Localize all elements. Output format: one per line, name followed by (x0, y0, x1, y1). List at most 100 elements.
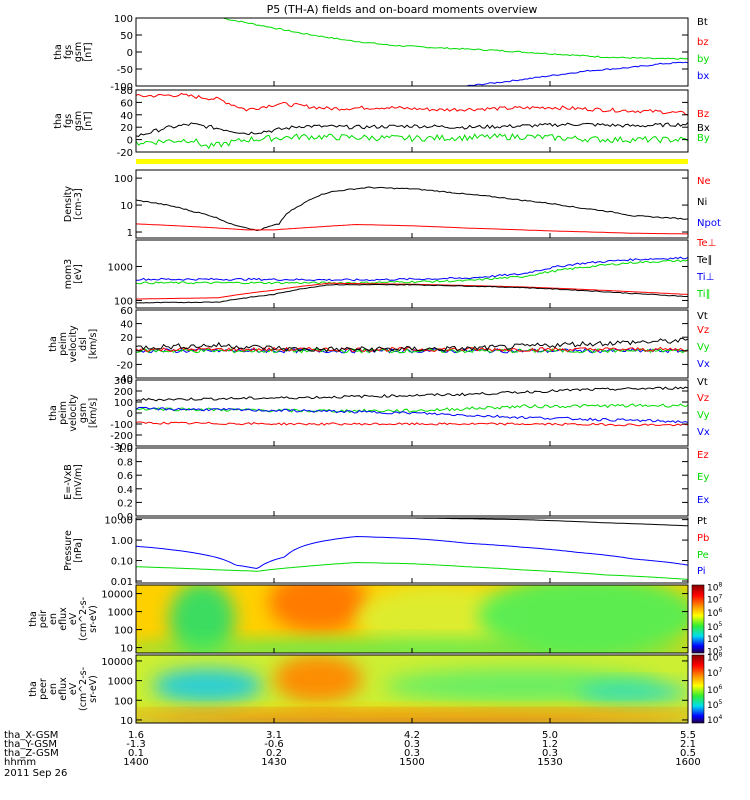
x-row-label: tha_Z-GSM (4, 748, 59, 759)
y-tick-label: 60 (120, 306, 133, 317)
legend-Vt: Vt (697, 377, 708, 388)
heatmap-region (136, 705, 688, 714)
y-tick-label: 20 (120, 123, 133, 134)
legend-Pe: Pe (697, 550, 709, 561)
y-axis-label: thafgsgsm[nT] (53, 111, 94, 131)
legend-Pt: Pt (697, 516, 707, 527)
colorbar-tick-label: 104 (707, 714, 722, 726)
y-tick-label: 10.00 (104, 516, 133, 527)
heatmap-region (577, 682, 688, 703)
heatmap-region (356, 585, 523, 653)
x-row-value: 1430 (261, 757, 286, 768)
y-axis-label: thapeimvelocitygsm[km/s] (48, 394, 99, 432)
legend-by: by (697, 54, 709, 65)
legend-By: By (697, 133, 710, 144)
x-row-value: 4.2 (404, 730, 420, 741)
x-row-value: -1.3 (126, 739, 146, 750)
x-row-value: 1.6 (128, 730, 144, 741)
y-tick-label: -100 (110, 420, 133, 431)
x-row-value: 0.3 (404, 748, 420, 759)
legend-Ex: Ex (697, 495, 709, 506)
series-Pi (136, 535, 688, 570)
panel-frame (135, 447, 689, 517)
y-tick-label: 50 (120, 31, 133, 42)
legend-Vt: Vt (697, 311, 708, 322)
figure-title: P5 (TH-A) fields and on-board moments ov… (267, 3, 538, 16)
heatmap-region (152, 668, 263, 703)
x-row-value: 1.2 (542, 739, 558, 750)
x-row-value: 3.1 (266, 730, 282, 741)
x-row-value: 5.0 (542, 730, 558, 741)
panel-9: 10810710610510410310000100010010thapeire… (28, 581, 722, 657)
y-tick-label: 0.2 (117, 498, 133, 509)
y-tick-label: -50 (117, 65, 133, 76)
x-row-value: 1530 (537, 757, 562, 768)
y-tick-label: 0.8 (117, 458, 133, 469)
colorbar-tick-label: 108 (707, 651, 722, 663)
x-row-label: hhmm (4, 757, 36, 768)
series-Bz (136, 92, 688, 116)
series-Vx (136, 406, 688, 424)
y-tick-label: -20 (117, 360, 133, 371)
y-axis-label: thapeerenefluxeV(cm^2-s-sr-eV) (28, 667, 99, 711)
y-axis-label: thapeirenefluxeV(cm^2-s-sr-eV) (28, 597, 99, 641)
colorbar-tick-label: 106 (707, 607, 722, 619)
legend-Vx: Vx (697, 359, 710, 370)
legend-Vy: Vy (697, 342, 710, 353)
series-Vz (136, 421, 688, 427)
y-tick-label: 100 (114, 174, 133, 185)
legend-Pi: Pi (697, 566, 706, 577)
x-row-value: 0.3 (404, 739, 420, 750)
panel-4: 1000 100 mom3[eV] Te⊥ Te∥ Ti⊥ Ti∥ (63, 238, 716, 309)
y-tick-label: 10 (120, 201, 133, 212)
y-tick-label: 0 (127, 347, 133, 358)
legend-Ez: Ez (697, 450, 709, 461)
legend-Bt: Bt (697, 17, 708, 28)
series-Pt (412, 518, 688, 527)
colorbar-tick-label: 105 (707, 699, 722, 711)
panel-8: 10.00 1.00 0.10 0.01 Pressure[nPa] Pt Pb Pe Pi (63, 516, 709, 588)
x-row-value: 0.3 (542, 748, 558, 759)
colorbar-tick-label: 105 (707, 621, 722, 633)
y-tick-label: 300 (114, 376, 133, 387)
x-row-value: 0.2 (266, 748, 282, 759)
legend-Ti∥: Ti∥ (696, 289, 711, 300)
x-row-value: 1600 (675, 757, 700, 768)
series-Ne (136, 223, 688, 235)
y-axis-label: Pressure[nPa] (63, 530, 84, 571)
x-row-value: -0.6 (264, 739, 284, 750)
series-Ti∥ (136, 259, 688, 285)
y-axis-label: thafgsgsm[nT] (53, 42, 94, 62)
heatmap-region (268, 585, 368, 633)
y-tick-label: 0.4 (117, 485, 133, 496)
mode-bar (136, 159, 688, 164)
y-tick-label: 1000 (108, 677, 133, 688)
legend-Bz: Bz (697, 109, 709, 120)
y-tick-label: 0.01 (111, 577, 133, 588)
y-tick-label: -40 (117, 374, 133, 385)
legend-Pb: Pb (697, 533, 709, 544)
colorbar-tick-label: 106 (707, 684, 722, 696)
date-label: 2011 Sep 26 (4, 768, 67, 779)
series-Vy (136, 403, 688, 413)
y-tick-label: 100 (114, 398, 133, 409)
y-tick-label: 100 (114, 696, 133, 707)
legend-bx: bx (697, 71, 709, 82)
colorbar-tick-label: 107 (707, 667, 722, 679)
x-row-value: 1500 (399, 757, 424, 768)
y-tick-label: 1000 (108, 608, 133, 619)
y-tick-label: -100 (110, 82, 133, 93)
series-Pe (136, 561, 688, 580)
y-tick-label: -20 (117, 148, 133, 159)
y-tick-label: -300 (110, 442, 133, 453)
y-tick-label: 200 (114, 387, 133, 398)
y-tick-label: 1000 (108, 262, 133, 273)
legend-bz: bz (697, 37, 709, 48)
y-tick-label: 80 (120, 86, 133, 97)
colorbar (691, 654, 705, 724)
series-Bx (136, 122, 688, 138)
legend-Npot: Npot (697, 218, 721, 229)
y-tick-label: 60 (120, 98, 133, 109)
